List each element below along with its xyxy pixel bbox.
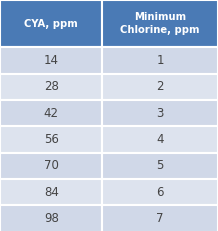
Text: 5: 5 xyxy=(157,159,164,172)
Text: 1: 1 xyxy=(157,54,164,67)
Text: 4: 4 xyxy=(157,133,164,146)
Bar xyxy=(0,205,102,231)
Text: Minimum
Chlorine, ppm: Minimum Chlorine, ppm xyxy=(121,12,200,35)
Bar xyxy=(102,179,218,205)
Text: 3: 3 xyxy=(157,107,164,120)
Text: 42: 42 xyxy=(44,107,59,120)
Bar xyxy=(102,0,218,47)
Bar xyxy=(102,205,218,231)
Text: 28: 28 xyxy=(44,80,59,93)
Bar xyxy=(0,100,102,126)
Bar xyxy=(0,74,102,100)
Text: 70: 70 xyxy=(44,159,59,172)
Text: 84: 84 xyxy=(44,186,59,199)
Bar xyxy=(0,47,102,74)
Bar xyxy=(102,47,218,74)
Bar xyxy=(102,100,218,126)
Text: 14: 14 xyxy=(44,54,59,67)
Text: 2: 2 xyxy=(157,80,164,93)
Text: 7: 7 xyxy=(157,212,164,225)
Text: 56: 56 xyxy=(44,133,59,146)
Bar xyxy=(0,0,102,47)
Bar xyxy=(102,126,218,153)
Text: 6: 6 xyxy=(157,186,164,199)
Bar xyxy=(102,153,218,179)
Bar xyxy=(0,153,102,179)
Bar xyxy=(0,126,102,153)
Text: 98: 98 xyxy=(44,212,59,225)
Bar xyxy=(0,179,102,205)
Bar xyxy=(102,74,218,100)
Text: CYA, ppm: CYA, ppm xyxy=(24,19,78,29)
